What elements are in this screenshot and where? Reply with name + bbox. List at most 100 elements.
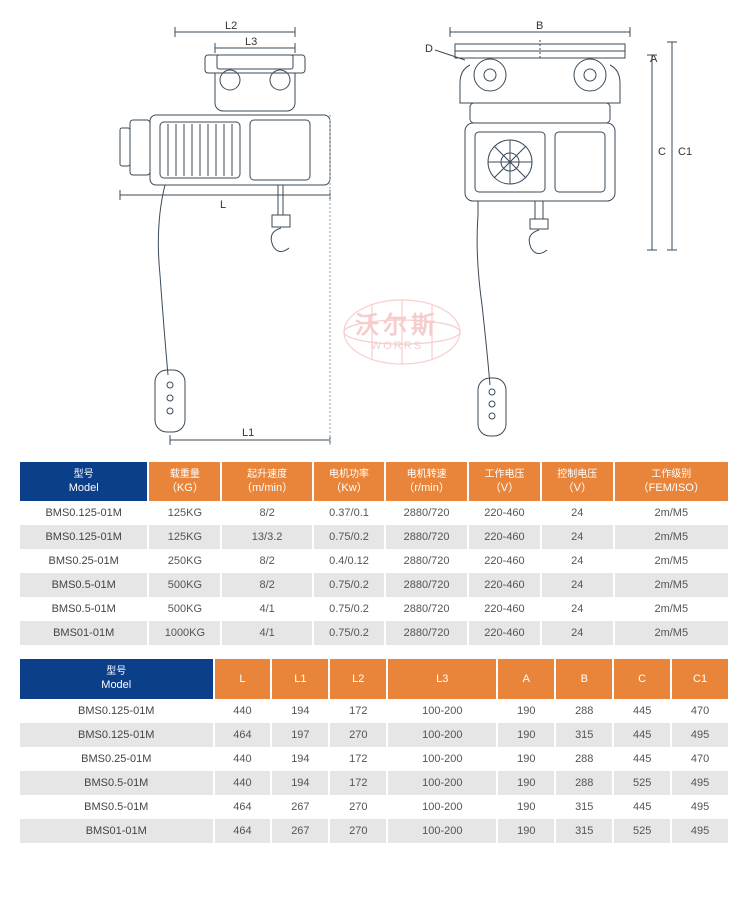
table2-cell: 100-200 <box>387 771 497 795</box>
dim-c: C <box>658 146 666 158</box>
table2-cell: 288 <box>555 747 613 771</box>
table2-cell: 172 <box>329 699 387 723</box>
table2-cell: 267 <box>271 795 329 819</box>
table2-cell: 464 <box>214 795 272 819</box>
table1-cell: BMS0.5-01M <box>20 597 148 621</box>
table2-cell: 445 <box>613 699 671 723</box>
table1-header-3-l2: （Kw） <box>316 481 383 495</box>
table2-cell: 190 <box>497 771 555 795</box>
table1-cell: 2m/M5 <box>614 573 729 597</box>
table2-cell: 172 <box>329 771 387 795</box>
table1-cell: 2m/M5 <box>614 549 729 573</box>
table2-cell: 194 <box>271 747 329 771</box>
table2-cell: 440 <box>214 699 272 723</box>
table1-cell: 0.75/0.2 <box>313 525 386 549</box>
table2-cell: BMS0.25-01M <box>20 747 214 771</box>
table2-cell: 190 <box>497 699 555 723</box>
table1-cell: 220-460 <box>468 525 541 549</box>
table2-cell: 525 <box>613 819 671 843</box>
table2-cell: 270 <box>329 819 387 843</box>
table1-header-6-l2: （V） <box>544 481 611 495</box>
table1-cell: 2m/M5 <box>614 501 729 525</box>
table1-header-7-l1: 工作级别 <box>617 468 726 481</box>
table2-cell: 315 <box>555 819 613 843</box>
table2-cell: 194 <box>271 699 329 723</box>
table1-cell: BMS01-01M <box>20 621 148 645</box>
table2-header-0-l2: Model <box>22 678 211 692</box>
dim-l1: L1 <box>242 427 254 439</box>
table2-row: BMS0.125-01M464197270100-200190315445495 <box>20 723 729 747</box>
table2-cell: 270 <box>329 795 387 819</box>
table2-cell: 440 <box>214 747 272 771</box>
table2-header-7-l2: C <box>616 672 668 686</box>
table1-header-2: 起升速度（m/min） <box>221 462 312 501</box>
table1-header-7-l2: （FEM/ISO） <box>617 481 726 495</box>
table1-cell: 2880/720 <box>385 597 468 621</box>
table2-cell: 440 <box>214 771 272 795</box>
table1-cell: 2880/720 <box>385 501 468 525</box>
table2-header-0: 型号Model <box>20 659 214 698</box>
table2-cell: 190 <box>497 795 555 819</box>
table2-row: BMS0.125-01M440194172100-200190288445470 <box>20 699 729 723</box>
table1-header-2-l1: 起升速度 <box>224 468 309 481</box>
table2-cell: 470 <box>671 699 729 723</box>
table2-header-2: L1 <box>271 659 329 698</box>
table1-header-3: 电机功率（Kw） <box>313 462 386 501</box>
table1-cell: 0.37/0.1 <box>313 501 386 525</box>
table2-header-1-l2: L <box>217 672 269 686</box>
table2-header-6: B <box>555 659 613 698</box>
table1-header-5-l2: （V） <box>471 481 538 495</box>
table2-cell: 495 <box>671 819 729 843</box>
table2-cell: 495 <box>671 795 729 819</box>
table2-header-2-l2: L1 <box>274 672 326 686</box>
table1-cell: 125KG <box>148 501 221 525</box>
table1-header-3-l1: 电机功率 <box>316 468 383 481</box>
table2-cell: 172 <box>329 747 387 771</box>
table1-cell: 4/1 <box>221 597 312 621</box>
table1-cell: 24 <box>541 525 614 549</box>
table1-row: BMS0.5-01M500KG8/20.75/0.22880/720220-46… <box>20 573 729 597</box>
table1-cell: 2880/720 <box>385 621 468 645</box>
table1-cell: 0.75/0.2 <box>313 573 386 597</box>
table2-cell: BMS0.125-01M <box>20 699 214 723</box>
table1-cell: 500KG <box>148 573 221 597</box>
table2-cell: 190 <box>497 747 555 771</box>
table2-cell: 100-200 <box>387 723 497 747</box>
table1-cell: 8/2 <box>221 549 312 573</box>
table1-cell: 24 <box>541 597 614 621</box>
table1-cell: 24 <box>541 501 614 525</box>
table2-cell: 270 <box>329 723 387 747</box>
table2-cell: 495 <box>671 771 729 795</box>
table2-cell: 190 <box>497 819 555 843</box>
table1-cell: 4/1 <box>221 621 312 645</box>
table2-cell: 100-200 <box>387 819 497 843</box>
table2-row: BMS0.5-01M440194172100-200190288525495 <box>20 771 729 795</box>
table1-header-1-l2: （KG） <box>151 481 218 495</box>
table2-header-5: A <box>497 659 555 698</box>
dim-c1: C1 <box>678 146 692 158</box>
table2-row: BMS0.5-01M464267270100-200190315445495 <box>20 795 729 819</box>
dim-l3: L3 <box>245 36 257 48</box>
table2-header-4: L3 <box>387 659 497 698</box>
table1-row: BMS0.25-01M250KG8/20.4/0.122880/720220-4… <box>20 549 729 573</box>
table2-row: BMS01-01M464267270100-200190315525495 <box>20 819 729 843</box>
table1-row: BMS0.5-01M500KG4/10.75/0.22880/720220-46… <box>20 597 729 621</box>
table1-cell: 2880/720 <box>385 549 468 573</box>
table2-header-3: L2 <box>329 659 387 698</box>
table2-cell: 445 <box>613 747 671 771</box>
table1-row: BMS0.125-01M125KG8/20.37/0.12880/720220-… <box>20 501 729 525</box>
table1-cell: BMS0.25-01M <box>20 549 148 573</box>
table1-cell: 500KG <box>148 597 221 621</box>
table1-cell: 220-460 <box>468 621 541 645</box>
table1-cell: 0.75/0.2 <box>313 597 386 621</box>
table2-cell: 100-200 <box>387 699 497 723</box>
table1-header-6-l1: 控制电压 <box>544 468 611 481</box>
watermark: 沃尔斯 WORRS <box>355 305 439 352</box>
table2-header-0-l1: 型号 <box>22 665 211 678</box>
table2-cell: 464 <box>214 819 272 843</box>
table1-cell: 2880/720 <box>385 525 468 549</box>
table1-header-5-l1: 工作电压 <box>471 468 538 481</box>
table2-cell: 445 <box>613 723 671 747</box>
table2-header-4-l2: L3 <box>390 672 494 686</box>
table2-header-8: C1 <box>671 659 729 698</box>
